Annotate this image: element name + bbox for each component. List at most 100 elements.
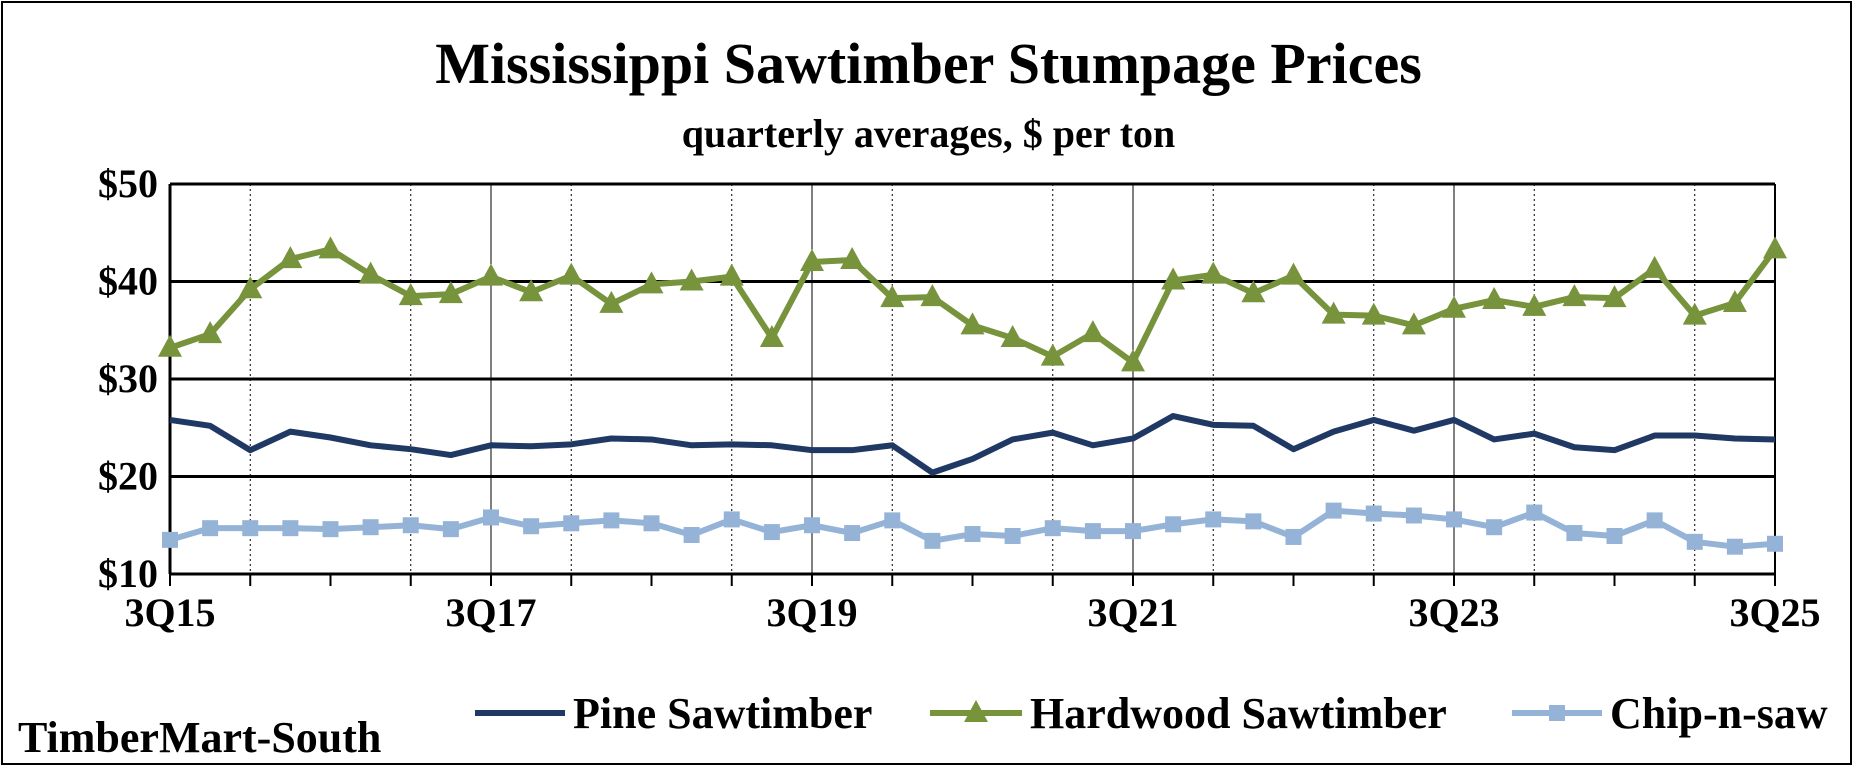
data-point: [924, 532, 941, 549]
legend-item: Pine Sawtimber: [475, 689, 872, 738]
data-point: [402, 517, 419, 534]
legend-item: Hardwood Sawtimber: [930, 689, 1447, 738]
data-point: [1165, 516, 1182, 533]
data-point: [238, 276, 263, 299]
data-point: [1726, 538, 1743, 555]
data-point: [1446, 511, 1462, 528]
data-point: [639, 271, 664, 294]
data-point: [1285, 528, 1302, 545]
data-point: [282, 520, 299, 537]
data-point: [1646, 512, 1663, 529]
data-point: [1526, 504, 1543, 521]
data-point: [1767, 535, 1783, 552]
data-point: [318, 236, 343, 259]
y-tick-label: $30: [98, 356, 158, 401]
data-point: [723, 511, 740, 528]
data-point: [438, 281, 463, 304]
data-point: [884, 512, 901, 529]
data-point: [1281, 262, 1306, 285]
data-point: [1201, 261, 1226, 284]
y-tick-label: $10: [98, 551, 158, 596]
data-point: [278, 246, 303, 269]
data-point: [800, 249, 824, 271]
data-point: [599, 290, 624, 313]
data-point: [1442, 295, 1466, 318]
data-point: [1405, 507, 1422, 524]
data-point: [763, 524, 780, 541]
data-point: [920, 284, 945, 307]
series-chip-n-saw: [162, 502, 1783, 555]
data-point: [1205, 511, 1222, 528]
data-point: [880, 285, 905, 308]
data-point: [759, 325, 784, 348]
data-point: [358, 261, 383, 284]
data-point: [1566, 525, 1583, 542]
legend-label: Chip-n-saw: [1610, 689, 1828, 738]
data-point: [1482, 287, 1507, 310]
data-point: [1321, 301, 1346, 324]
data-point: [964, 526, 981, 543]
data-point: [804, 517, 820, 534]
data-point: [523, 518, 540, 535]
data-point: [1722, 289, 1747, 312]
y-tick-label: $50: [98, 161, 158, 206]
data-point: [1642, 255, 1667, 278]
source-label: TimberMart-South: [18, 713, 382, 762]
data-point: [1040, 343, 1065, 366]
data-point: [322, 521, 339, 538]
data-point: [519, 279, 544, 302]
x-tick-label: 3Q21: [1087, 590, 1178, 635]
data-point: [483, 509, 499, 526]
data-point: [1401, 312, 1426, 335]
data-point: [1121, 349, 1145, 372]
data-point: [840, 247, 865, 270]
data-point: [1682, 302, 1707, 325]
data-point: [719, 263, 744, 286]
data-point: [1763, 236, 1787, 259]
data-point: [242, 520, 259, 537]
data-point: [1686, 533, 1703, 550]
data-point: [1562, 284, 1587, 307]
data-point: [844, 525, 861, 542]
data-point: [960, 312, 985, 335]
data-point: [1004, 527, 1021, 544]
data-point: [964, 700, 988, 722]
data-point: [398, 283, 423, 306]
data-point: [1080, 320, 1105, 343]
series-hardwood-sawtimber: [158, 236, 1787, 372]
data-point: [563, 515, 580, 532]
data-point: [603, 512, 620, 529]
y-tick-label: $20: [98, 454, 158, 499]
data-point: [442, 521, 459, 538]
legend-item: Chip-n-saw: [1512, 689, 1828, 738]
data-point: [1000, 325, 1025, 348]
data-point: [1084, 523, 1101, 540]
data-point: [1522, 293, 1547, 316]
data-point: [1606, 527, 1623, 544]
chart-subtitle: quarterly averages, $ per ton: [681, 111, 1176, 156]
data-point: [1245, 513, 1262, 530]
data-point: [1161, 267, 1186, 290]
x-tick-label: 3Q19: [766, 590, 857, 635]
data-point: [559, 262, 584, 285]
data-point: [1365, 505, 1382, 522]
series-line: [169, 413, 1776, 476]
data-point: [1044, 520, 1061, 537]
data-point: [1361, 302, 1386, 325]
data-point: [1325, 502, 1342, 519]
data-point: [1125, 523, 1141, 540]
x-tick-label: 3Q17: [445, 590, 536, 635]
data-point: [198, 321, 223, 344]
data-point: [479, 263, 503, 286]
data-point: [1486, 519, 1503, 536]
data-point: [643, 515, 660, 532]
data-point: [1241, 280, 1266, 303]
chart-title: Mississippi Sawtimber Stumpage Prices: [435, 31, 1422, 96]
legend-label: Pine Sawtimber: [573, 689, 872, 738]
y-tick-label: $40: [98, 259, 158, 304]
series-pine-sawtimber: [169, 413, 1776, 476]
data-point: [679, 268, 704, 291]
data-point: [362, 519, 379, 536]
